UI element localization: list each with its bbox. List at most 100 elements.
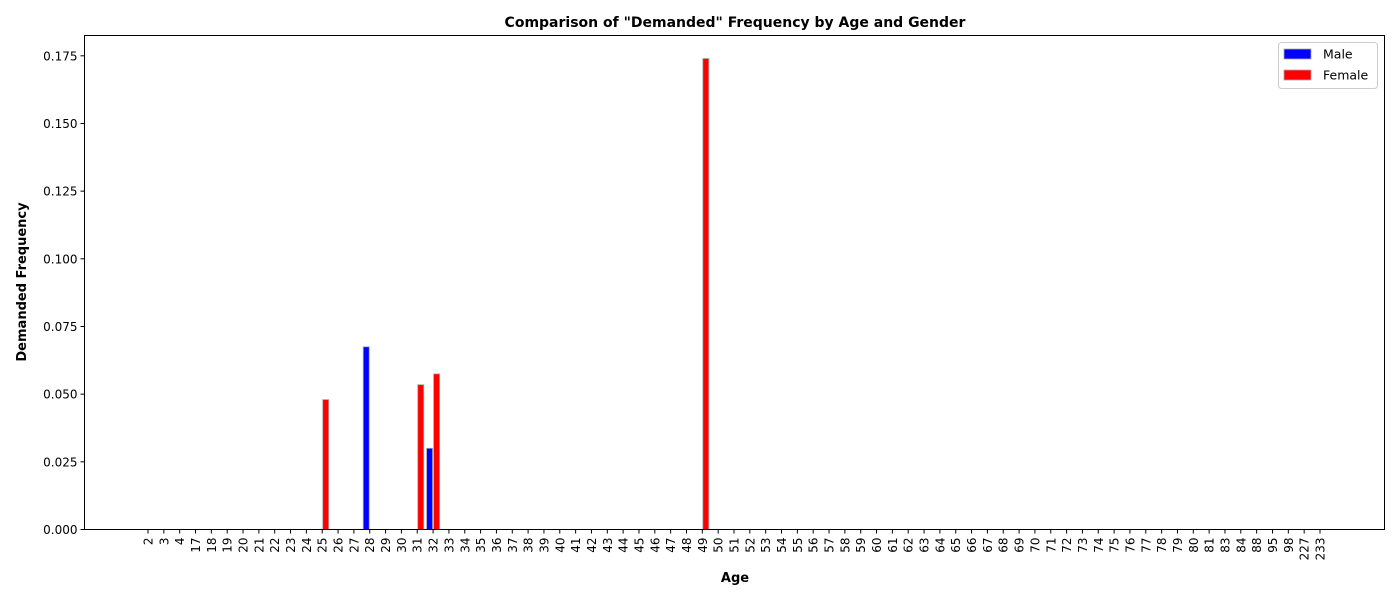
bar-female-32 <box>433 373 440 530</box>
x-tick-label: 42 <box>585 538 599 553</box>
x-tick-label: 83 <box>1218 538 1232 553</box>
x-tick-label: 4 <box>173 538 187 546</box>
bar-male-32 <box>426 447 433 530</box>
x-tick-label: 70 <box>1028 538 1042 553</box>
legend-swatch-male <box>1283 48 1312 60</box>
x-tick-label: 60 <box>870 538 884 553</box>
x-tick-label: 49 <box>696 538 710 553</box>
x-tick-label: 71 <box>1044 538 1058 553</box>
y-tick-label: 0.175 <box>43 49 77 63</box>
x-tick-label: 37 <box>506 538 520 553</box>
x-tick-label: 19 <box>221 538 235 553</box>
x-tick-label: 35 <box>474 538 488 553</box>
y-axis-ticks: 0.000 0.025 0.050 0.075 0.100 0.125 0.150 0.175 <box>43 49 85 537</box>
x-tick-label: 88 <box>1250 538 1264 553</box>
x-tick-label: 74 <box>1092 538 1106 553</box>
x-tick-label: 68 <box>997 538 1011 553</box>
x-tick-label: 38 <box>522 538 536 553</box>
x-tick-label: 44 <box>617 538 631 553</box>
x-tick-label: 54 <box>775 538 789 553</box>
x-tick-label: 62 <box>902 538 916 553</box>
x-tick-label: 24 <box>300 538 314 553</box>
x-tick-label: 23 <box>284 538 298 553</box>
y-axis-label: Demanded Frequency <box>15 202 30 362</box>
x-tick-label: 52 <box>743 538 757 553</box>
bar-female-25 <box>322 399 330 530</box>
x-tick-label: 48 <box>680 538 694 553</box>
x-tick-label: 33 <box>442 538 456 553</box>
legend: Male Female <box>1278 42 1378 89</box>
x-tick-label: 46 <box>648 538 662 553</box>
y-tick-label: 0.125 <box>43 185 77 199</box>
y-tick-label: 0.050 <box>43 388 77 402</box>
x-tick-label: 53 <box>759 538 773 553</box>
x-tick-label: 57 <box>823 538 837 553</box>
bars <box>322 58 710 530</box>
x-tick-label: 34 <box>458 538 472 553</box>
x-tick-label: 30 <box>395 538 409 553</box>
x-axis-ticks: 2 3 4 17 18 19 20 21 22 23 24 25 26 27 28 29 30 31 32 33 34 3… <box>142 529 1328 561</box>
x-tick-label: 233 <box>1314 538 1328 561</box>
x-tick-label: 55 <box>791 538 805 553</box>
bar-female-49 <box>702 58 710 530</box>
legend-label-male: Male <box>1323 47 1353 62</box>
x-tick-label: 65 <box>949 538 963 553</box>
x-tick-label: 56 <box>807 538 821 553</box>
x-tick-label: 3 <box>157 538 171 546</box>
x-tick-label: 72 <box>1060 538 1074 553</box>
x-tick-label: 40 <box>553 538 567 553</box>
x-tick-label: 81 <box>1203 538 1217 553</box>
plot-frame <box>84 35 1385 530</box>
x-tick-label: 2 <box>142 538 156 546</box>
x-tick-label: 51 <box>728 538 742 553</box>
x-tick-label: 47 <box>664 538 678 553</box>
x-tick-label: 84 <box>1234 538 1248 553</box>
x-tick-label: 41 <box>569 538 583 553</box>
x-tick-label: 39 <box>537 538 551 553</box>
x-tick-label: 66 <box>965 538 979 553</box>
x-tick-label: 78 <box>1155 538 1169 553</box>
x-tick-label: 227 <box>1298 538 1312 561</box>
y-tick-label: 0.150 <box>43 117 77 131</box>
x-tick-label: 67 <box>981 538 995 553</box>
x-tick-label: 36 <box>490 538 504 553</box>
x-tick-label: 43 <box>601 538 615 553</box>
x-tick-label: 22 <box>268 538 282 553</box>
chart-title: Comparison of "Demanded" Frequency by Ag… <box>505 15 966 31</box>
x-tick-label: 18 <box>205 538 219 553</box>
x-tick-label: 80 <box>1187 538 1201 553</box>
x-tick-label: 17 <box>189 538 203 553</box>
y-tick-label: 0.100 <box>43 252 77 266</box>
x-tick-label: 32 <box>427 538 441 553</box>
x-tick-label: 69 <box>1013 538 1027 553</box>
y-tick-label: 0.000 <box>43 523 77 537</box>
x-tick-label: 25 <box>316 538 330 553</box>
x-tick-label: 20 <box>237 538 251 553</box>
x-tick-label: 29 <box>379 538 393 553</box>
x-tick-label: 73 <box>1076 538 1090 553</box>
x-tick-label: 64 <box>933 538 947 553</box>
x-tick-label: 77 <box>1139 538 1153 553</box>
x-tick-label: 45 <box>632 538 646 553</box>
bar-male-28 <box>362 346 370 530</box>
x-tick-label: 21 <box>252 538 266 553</box>
x-tick-label: 28 <box>363 538 377 553</box>
x-tick-label: 58 <box>838 538 852 553</box>
x-tick-label: 63 <box>918 538 932 553</box>
x-tick-label: 50 <box>712 538 726 553</box>
y-tick-label: 0.075 <box>43 320 77 334</box>
x-tick-label: 75 <box>1108 538 1122 553</box>
x-axis-label: Age <box>721 571 749 586</box>
x-tick-label: 76 <box>1123 538 1137 553</box>
legend-swatch-female <box>1283 69 1312 81</box>
x-tick-label: 79 <box>1171 538 1185 553</box>
x-tick-label: 95 <box>1266 538 1280 553</box>
bar-female-31 <box>417 384 425 530</box>
x-tick-label: 59 <box>854 538 868 553</box>
x-tick-label: 31 <box>411 538 425 553</box>
x-tick-label: 61 <box>886 538 900 553</box>
x-tick-label: 27 <box>347 538 361 553</box>
x-tick-label: 26 <box>332 538 346 553</box>
legend-label-female: Female <box>1323 68 1369 83</box>
